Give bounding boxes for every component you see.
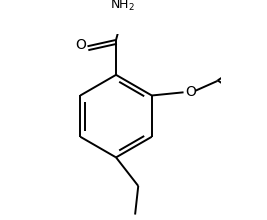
Text: NH$_2$: NH$_2$	[110, 0, 135, 13]
Text: O: O	[185, 85, 196, 99]
Text: O: O	[76, 38, 87, 53]
